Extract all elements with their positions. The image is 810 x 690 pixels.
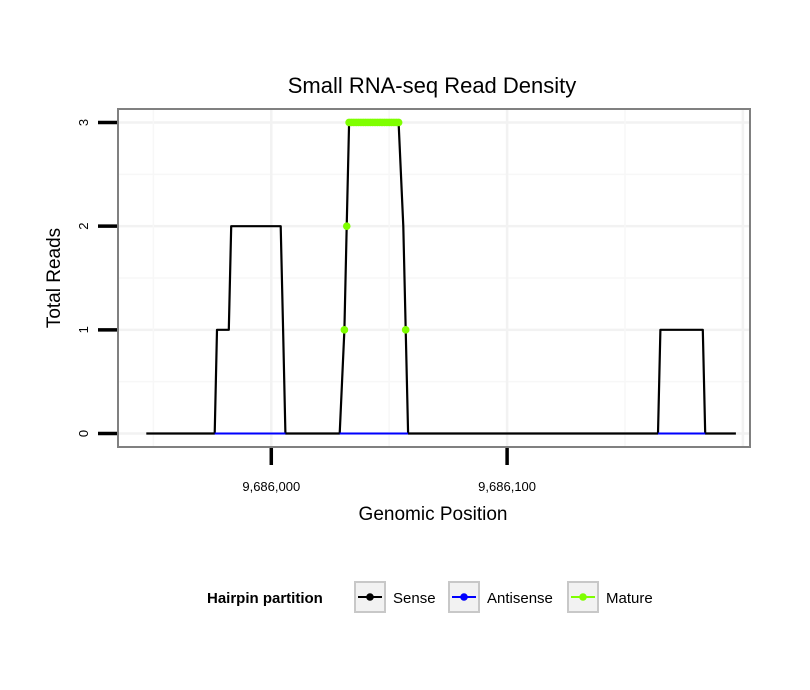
mature-point <box>340 326 349 334</box>
legend-title: Hairpin partition <box>207 590 323 607</box>
legend-label: Sense <box>393 590 436 607</box>
legend-item: Mature <box>567 581 653 613</box>
legend-label: Antisense <box>487 590 553 607</box>
y-tick-label: 3 <box>76 119 91 126</box>
y-tick-label: 2 <box>76 223 91 230</box>
legend-items: Sense Antisense Mature <box>354 581 653 613</box>
legend-item: Sense <box>354 581 436 613</box>
axes: 0 1 2 3 9,686,000 9,686,100 <box>76 119 536 494</box>
legend-item: Antisense <box>448 581 553 613</box>
legend-key-point <box>366 593 374 601</box>
chart-title: Small RNA-seq Read Density <box>288 73 577 98</box>
mature-point <box>401 326 410 334</box>
x-axis-title: Genomic Position <box>359 504 508 525</box>
x-tick-label: 9,686,100 <box>478 479 536 494</box>
mature-point <box>394 118 403 127</box>
x-tick-label: 9,686,000 <box>242 479 300 494</box>
legend: Hairpin partition Sense Antisense Mature <box>207 581 653 613</box>
plot-panel-border <box>117 108 751 448</box>
legend-label: Mature <box>606 590 653 607</box>
y-tick-label: 1 <box>76 326 91 333</box>
y-tick-label: 0 <box>76 430 91 437</box>
legend-key-point <box>460 593 468 601</box>
mature-point <box>342 222 351 230</box>
legend-key-point <box>579 593 587 601</box>
plot-series <box>146 118 736 435</box>
y-axis-title: Total Reads <box>44 228 65 328</box>
